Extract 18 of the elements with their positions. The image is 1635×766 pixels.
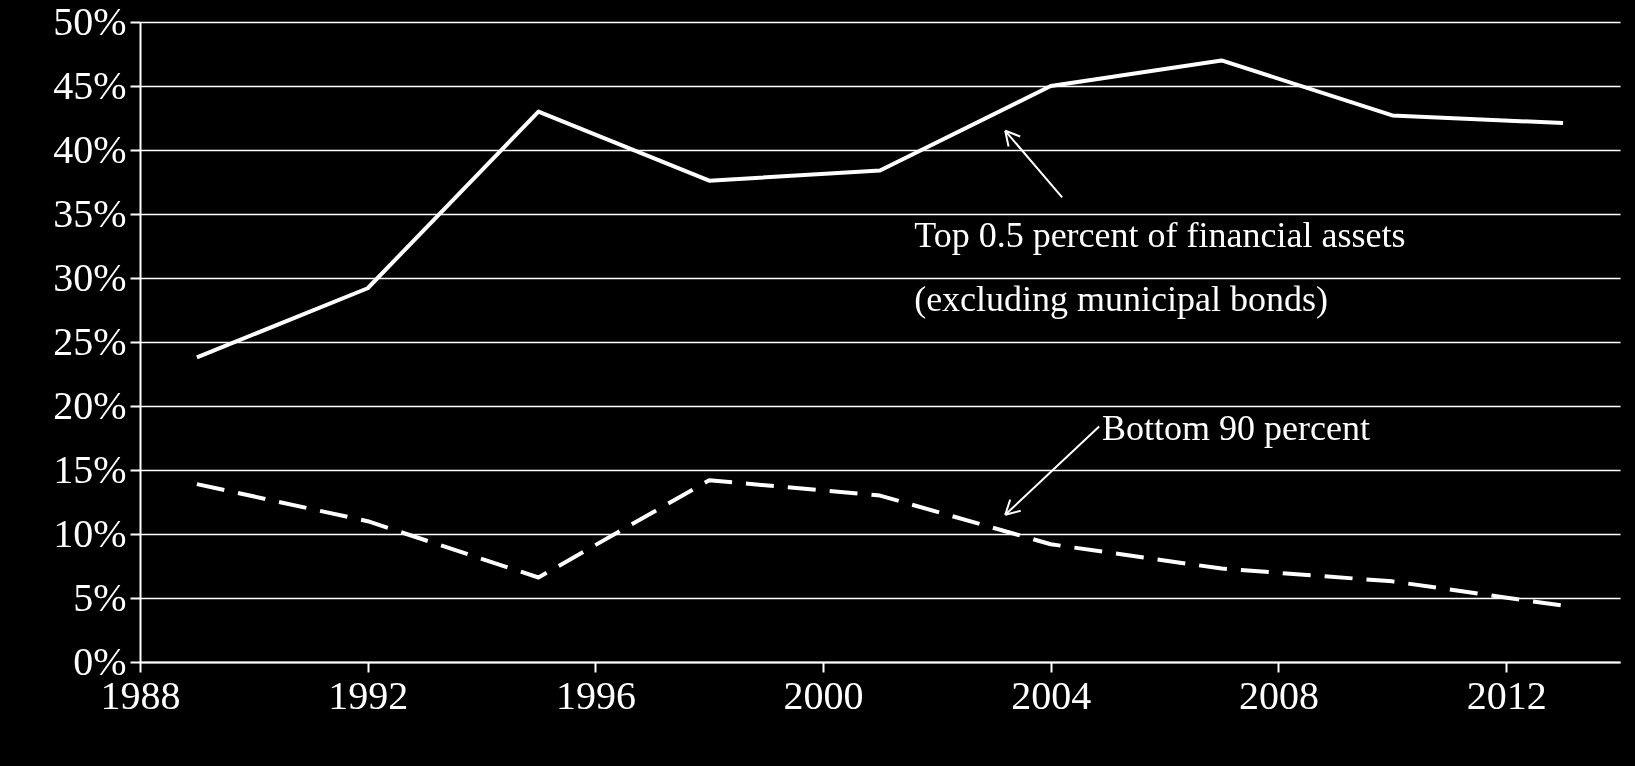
x-tick-label: 1992	[328, 672, 409, 718]
y-tick-label: 50%	[53, 0, 127, 44]
annotation: Bottom 90 percent	[1102, 408, 1370, 449]
y-tick-label: 10%	[53, 510, 127, 556]
x-tick-label: 2012	[1466, 672, 1547, 718]
y-tick-label: 40%	[53, 126, 127, 172]
y-tick-label: 5%	[73, 574, 127, 620]
y-tick-label: 15%	[53, 446, 127, 492]
x-tick-label: 1996	[555, 672, 636, 718]
x-tick-label: 2004	[1011, 672, 1092, 718]
annotation: Top 0.5 percent of financial assets (excluding municipal bonds)	[914, 215, 1406, 320]
y-tick-label: 30%	[53, 254, 127, 300]
y-tick-label: 20%	[53, 382, 127, 428]
y-tick-label: 45%	[53, 62, 127, 108]
y-tick-label: 25%	[53, 318, 127, 364]
x-tick-label: 2000	[783, 672, 864, 718]
y-tick-label: 35%	[53, 190, 127, 236]
x-tick-label: 2008	[1238, 672, 1319, 718]
